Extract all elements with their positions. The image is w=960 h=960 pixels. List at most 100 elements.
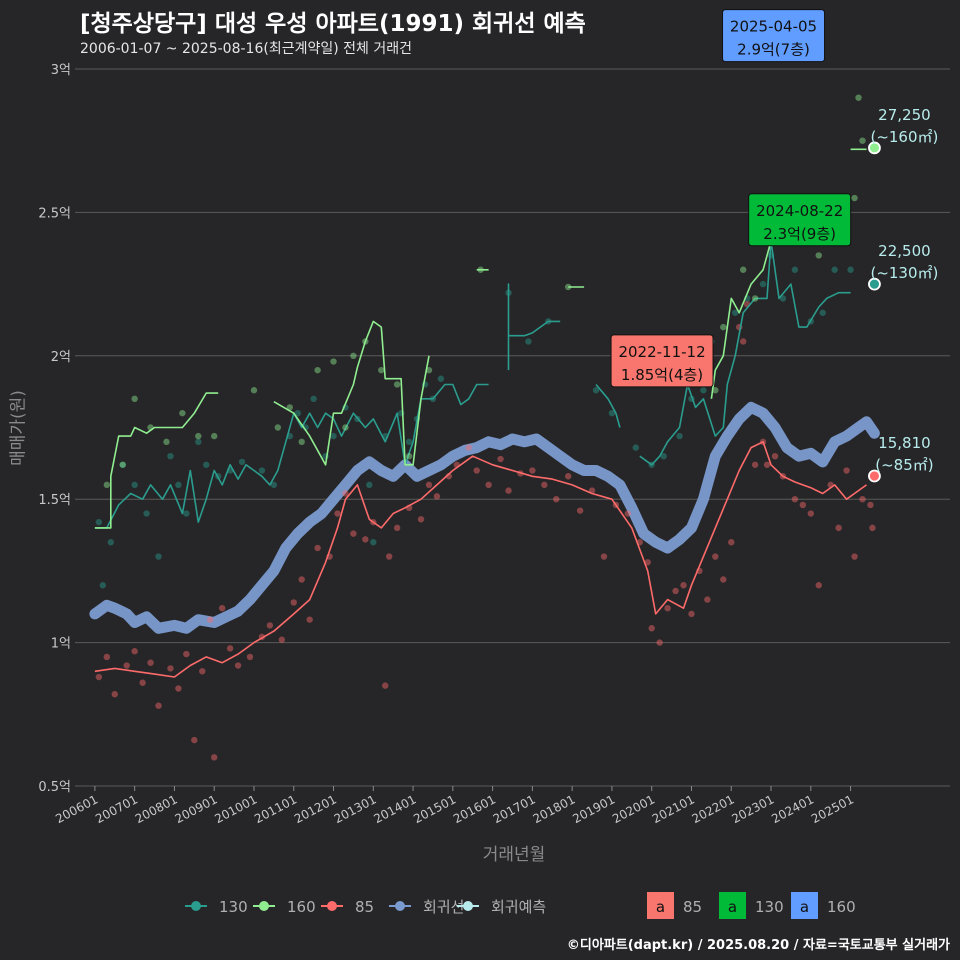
data-point [644,559,651,566]
series-85 [94,300,876,761]
data-point [608,409,616,417]
data-point [131,395,138,403]
data-point [131,481,138,489]
forecast-value: 15,810 [878,434,931,452]
x-tick-label: 202401 [769,792,816,826]
data-point [759,438,767,446]
legend-swatch [719,892,746,919]
data-point [791,266,799,273]
y-tick-label: 1억 [51,637,71,652]
callout-box [722,9,826,63]
data-point [767,252,775,259]
data-point [437,375,445,382]
x-tick-label: 201001 [212,792,259,826]
data-point [382,682,389,689]
data-point [95,673,103,681]
legend-label: 85 [355,898,374,916]
data-point [751,295,759,302]
data-point [851,194,858,202]
data-point [362,338,369,345]
data-point [835,524,842,532]
data-point [779,473,787,480]
data-point [362,536,369,543]
data-point [183,510,190,517]
data-point [700,387,707,394]
data-point [386,553,393,560]
data-point [226,645,234,652]
y-tick-label: 2억 [51,350,71,365]
data-point [119,461,126,468]
legend-label: 160 [827,898,856,916]
data-point [330,358,337,365]
data-point [672,587,679,595]
data-point [732,309,739,316]
data-point [155,702,162,709]
data-point [211,432,218,440]
data-point [191,736,198,744]
data-point [445,473,453,480]
data-point [855,94,862,101]
data-point [195,438,202,446]
data-point [465,444,472,451]
data-point [294,409,301,417]
y-tick-label: 0.5억 [38,780,71,795]
series-line [507,283,561,371]
forecast-area: (~160㎡) [870,128,938,146]
series-line [710,225,787,399]
data-point [676,432,683,440]
legend-label: 130 [755,898,784,916]
data-point [238,458,246,466]
series-line [94,392,219,529]
data-point [314,544,321,552]
data-point [688,610,695,618]
series-line [639,240,851,466]
legend-item-130: 130 [185,898,248,916]
data-point [612,501,620,509]
data-point [290,599,297,606]
callout-date: 2022-11-12 [618,343,705,361]
data-point [163,438,170,446]
data-point [688,395,695,403]
data-point [664,604,671,612]
data-point [366,481,373,489]
data-point [505,289,512,296]
data-point [859,496,866,503]
forecast-area: (~130㎡) [870,264,938,282]
data-point [779,295,787,302]
data-point [234,662,242,669]
data-point [175,481,182,489]
data-point [759,280,767,288]
series-160 [94,94,867,529]
data-point [370,539,377,546]
data-point [203,461,210,468]
x-tick-label: 201301 [332,792,379,826]
data-point [143,510,150,517]
data-point [382,432,389,440]
series-line [94,441,867,678]
data-point [314,366,321,374]
data-point [453,461,461,468]
forecast-value: 22,500 [878,242,931,260]
callout-date: 2024-08-22 [756,202,843,220]
legend-dot [259,901,269,911]
data-point [214,473,222,480]
x-tick-label: 201201 [292,792,339,826]
legend-label: 160 [287,898,316,916]
data-point [831,266,838,273]
legend-dot [395,901,405,911]
data-point [576,507,584,514]
data-point [791,496,799,503]
data-point [473,467,480,474]
data-point [278,636,286,643]
x-axis-title: 거래년월 [482,845,546,865]
data-point [712,553,719,560]
data-point [632,444,639,451]
x-tick-label: 202501 [809,792,856,826]
data-point [739,266,747,273]
callout-value: 2.9억(7층) [737,41,810,59]
x-tick-label: 201901 [570,792,617,826]
data-point [739,338,747,345]
data-point [497,455,504,463]
data-point [656,639,663,646]
forecast-point [868,469,881,483]
